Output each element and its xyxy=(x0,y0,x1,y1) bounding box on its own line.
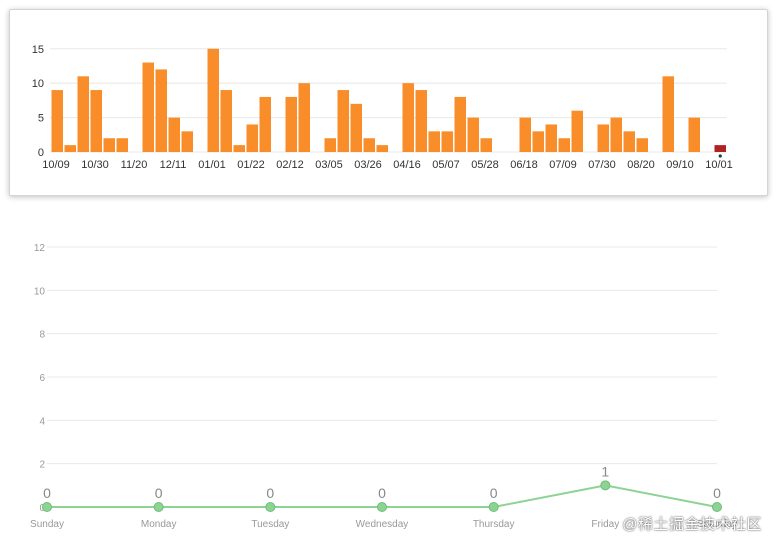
bar[interactable] xyxy=(285,96,298,152)
line-data-label: 0 xyxy=(155,485,163,501)
bar[interactable] xyxy=(207,48,220,152)
bar[interactable] xyxy=(688,117,701,152)
bar[interactable] xyxy=(714,145,727,152)
line-data-label: 0 xyxy=(43,485,51,501)
bar-chart: 0 5 10 15 10/09 10/30 11/20 12/11 01/01 01/22 02/1… xyxy=(32,44,733,171)
bar-x-tick-label: 02/12 xyxy=(276,159,304,171)
bar[interactable] xyxy=(220,90,233,152)
bar[interactable] xyxy=(77,76,90,152)
bar[interactable] xyxy=(233,145,246,152)
line-data-label: 0 xyxy=(378,485,386,501)
bar[interactable] xyxy=(168,117,181,152)
line-data-label: 0 xyxy=(266,485,274,501)
bar-y-tick-label: 5 xyxy=(38,113,44,125)
bar[interactable] xyxy=(454,96,467,152)
bar[interactable] xyxy=(51,90,64,152)
bar-x-tick-label: 09/10 xyxy=(666,159,694,171)
line-y-tick-label: 4 xyxy=(39,416,45,427)
bar[interactable] xyxy=(662,76,675,152)
bar[interactable] xyxy=(558,138,571,152)
bar[interactable] xyxy=(376,145,389,152)
line-point[interactable] xyxy=(377,502,387,512)
bar-x-tick-label: 10/30 xyxy=(81,159,109,171)
bar[interactable] xyxy=(402,83,415,152)
bar[interactable] xyxy=(415,90,428,152)
bar[interactable] xyxy=(181,131,194,152)
bar-x-tick-label: 04/16 xyxy=(393,159,421,171)
bar-x-tick-label: 07/30 xyxy=(588,159,616,171)
bar[interactable] xyxy=(623,131,636,152)
bar-y-tick-label: 0 xyxy=(38,147,44,159)
bar[interactable] xyxy=(519,117,532,152)
line-point[interactable] xyxy=(488,502,499,512)
line-x-tick-label: Sunday xyxy=(30,519,64,530)
bar-x-tick-label: 05/28 xyxy=(471,159,499,171)
bar[interactable] xyxy=(64,145,77,152)
line-x-tick-label: Monday xyxy=(141,519,177,530)
bar[interactable] xyxy=(636,138,649,152)
line-point[interactable] xyxy=(600,480,611,491)
bar[interactable] xyxy=(90,90,103,152)
bar-x-tick-label: 03/26 xyxy=(354,159,382,171)
line-data-label: 0 xyxy=(713,485,721,501)
line-y-tick-label: 6 xyxy=(39,373,45,384)
bar[interactable] xyxy=(597,124,610,152)
line-x-tick-label: Friday xyxy=(591,519,619,530)
bar[interactable] xyxy=(103,138,116,152)
line-x-tick-label: Thursday xyxy=(473,519,515,530)
bar[interactable] xyxy=(571,110,584,152)
bar-highlight-marker xyxy=(718,154,722,158)
bar[interactable] xyxy=(545,124,558,152)
bar[interactable] xyxy=(480,138,493,152)
line-point[interactable] xyxy=(42,502,52,512)
bar[interactable] xyxy=(337,90,350,152)
bar-x-tick-label: 01/22 xyxy=(237,159,265,171)
line-y-tick-label: 12 xyxy=(34,243,46,254)
bar[interactable] xyxy=(467,117,480,152)
line-point[interactable] xyxy=(153,502,164,512)
bar[interactable] xyxy=(363,138,376,152)
bar-x-tick-label: 01/01 xyxy=(198,159,226,171)
bar-chart-card xyxy=(9,9,768,196)
bar-x-tick-label: 06/18 xyxy=(510,159,538,171)
bar[interactable] xyxy=(324,138,337,152)
bar-y-tick-label: 15 xyxy=(32,44,44,56)
line-x-tick-label: Wednesday xyxy=(356,519,409,530)
bar[interactable] xyxy=(116,138,129,152)
line-data-label: 0 xyxy=(490,485,498,501)
bar[interactable] xyxy=(350,103,363,152)
line-y-tick-label: 10 xyxy=(34,286,46,297)
line-x-tick-label: Tuesday xyxy=(251,519,289,530)
line-data-label: 1 xyxy=(601,463,609,479)
bar[interactable] xyxy=(246,124,259,152)
bar[interactable] xyxy=(428,131,441,152)
bar[interactable] xyxy=(298,83,311,152)
bar-x-tick-label: 11/20 xyxy=(121,159,148,171)
bar-x-tick-label: 03/05 xyxy=(315,159,343,171)
bar-y-tick-label: 10 xyxy=(32,78,44,90)
line-point[interactable] xyxy=(265,502,276,512)
line-y-tick-label: 8 xyxy=(39,330,45,341)
bar[interactable] xyxy=(155,69,168,152)
bar-x-tick-label: 10/01 xyxy=(705,159,733,171)
line-y-tick-label: 2 xyxy=(39,460,45,471)
line-x-tick-label: Saturday xyxy=(697,519,737,530)
bar[interactable] xyxy=(610,117,623,152)
bar[interactable] xyxy=(259,96,272,152)
bar-x-tick-label: 10/09 xyxy=(42,159,70,171)
bar[interactable] xyxy=(532,131,545,152)
line-point[interactable] xyxy=(712,502,722,512)
watermark: @稀土掘金技术社区 xyxy=(622,516,762,533)
bar-x-tick-label: 12/11 xyxy=(160,159,187,171)
bar-x-tick-label: 07/09 xyxy=(549,159,577,171)
bar[interactable] xyxy=(142,62,155,152)
bar[interactable] xyxy=(441,131,454,152)
bar-x-tick-label: 08/20 xyxy=(627,159,655,171)
bar-x-tick-label: 05/07 xyxy=(432,159,460,171)
